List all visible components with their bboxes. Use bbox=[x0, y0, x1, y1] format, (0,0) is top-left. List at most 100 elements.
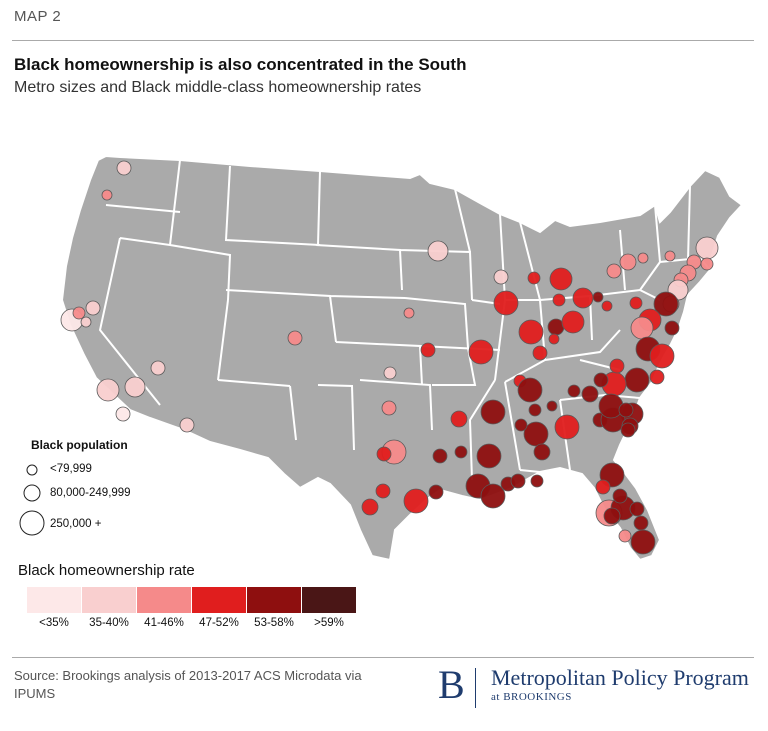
metro-dot bbox=[381, 400, 397, 416]
metro-dot bbox=[150, 360, 166, 376]
rate-swatch-label: 47-52% bbox=[199, 617, 239, 629]
metro-dot bbox=[552, 293, 566, 307]
metro-dot bbox=[403, 307, 415, 319]
metro-dot bbox=[546, 400, 558, 412]
size-circle-large bbox=[19, 510, 45, 536]
metro-dot bbox=[80, 316, 92, 328]
metro-dot bbox=[603, 507, 621, 525]
us-map bbox=[60, 154, 744, 562]
rate-swatch-label: >59% bbox=[314, 617, 344, 629]
source-note: Source: Brookings analysis of 2013-2017 … bbox=[14, 668, 362, 701]
size-circle-small bbox=[26, 464, 38, 476]
metro-dot bbox=[124, 376, 146, 398]
map-subtitle: Metro sizes and Black middle-class homeo… bbox=[14, 79, 422, 96]
metro-dot bbox=[664, 250, 676, 262]
size-legend-circles bbox=[19, 464, 45, 536]
metro-dot bbox=[403, 488, 429, 514]
metro-dot bbox=[547, 318, 565, 336]
metro-dot bbox=[649, 343, 675, 369]
metro-dot bbox=[618, 402, 634, 418]
metro-dot bbox=[116, 160, 132, 176]
rate-swatch-label: <35% bbox=[39, 617, 69, 629]
metro-dot bbox=[572, 287, 594, 309]
metro-dot bbox=[101, 189, 113, 201]
map-kicker: MAP 2 bbox=[14, 8, 62, 25]
metro-dot bbox=[561, 310, 585, 334]
metro-dot bbox=[514, 418, 528, 432]
metro-dot bbox=[592, 291, 604, 303]
size-circle-medium bbox=[23, 484, 41, 502]
rate-swatch-label: 41-46% bbox=[144, 617, 184, 629]
metro-dot bbox=[287, 330, 303, 346]
metro-dot bbox=[629, 296, 643, 310]
metro-dot bbox=[649, 369, 665, 385]
metro-dot bbox=[630, 529, 656, 555]
metro-dot bbox=[612, 488, 628, 504]
metro-dot bbox=[598, 393, 624, 419]
metro-dot bbox=[432, 448, 448, 464]
metro-dot bbox=[700, 257, 714, 271]
metro-dot bbox=[601, 300, 613, 312]
top-rule bbox=[12, 40, 754, 41]
rate-swatch-label: 35-40% bbox=[89, 617, 129, 629]
metro-dot bbox=[450, 410, 468, 428]
metro-dot bbox=[567, 384, 581, 398]
metro-dot bbox=[480, 483, 506, 509]
rate-swatch bbox=[192, 587, 246, 613]
bottom-rule bbox=[12, 657, 754, 658]
size-legend-title: Black population bbox=[31, 438, 128, 452]
logo-divider bbox=[475, 668, 476, 708]
metro-dot bbox=[606, 263, 622, 279]
metro-dot bbox=[179, 417, 195, 433]
metro-dot bbox=[96, 378, 120, 402]
metro-dot bbox=[619, 253, 637, 271]
metro-dot bbox=[476, 443, 502, 469]
metro-dot bbox=[595, 479, 611, 495]
metro-dot bbox=[533, 443, 551, 461]
metro-dot bbox=[454, 445, 468, 459]
rate-swatch-label: 53-58% bbox=[254, 617, 294, 629]
metro-dot bbox=[493, 269, 509, 285]
metro-dot bbox=[629, 501, 645, 517]
metro-dot bbox=[554, 414, 580, 440]
metro-dot bbox=[518, 319, 544, 345]
metro-dot bbox=[528, 403, 542, 417]
metro-dot bbox=[609, 358, 625, 374]
metro-dot bbox=[624, 367, 650, 393]
metro-dot bbox=[532, 345, 548, 361]
metro-dot bbox=[375, 483, 391, 499]
size-label-medium: 80,000-249,999 bbox=[50, 487, 131, 499]
metro-dot bbox=[620, 422, 636, 438]
metro-dot bbox=[633, 515, 649, 531]
rate-swatch bbox=[82, 587, 136, 613]
metro-dot bbox=[376, 446, 392, 462]
metro-dot bbox=[593, 372, 609, 388]
metro-dot bbox=[523, 421, 549, 447]
rate-legend-title: Black homeownership rate bbox=[18, 562, 195, 579]
metro-dot bbox=[72, 306, 86, 320]
metro-dot bbox=[427, 240, 449, 262]
logo-program-name: Metropolitan Policy Program bbox=[491, 665, 749, 690]
map-title: Black homeownership is also concentrated… bbox=[14, 55, 467, 74]
rate-swatch bbox=[27, 587, 81, 613]
metro-dot bbox=[549, 267, 573, 291]
metro-dot bbox=[695, 236, 719, 260]
metro-dot bbox=[383, 366, 397, 380]
logo-subtitle: at BROOKINGS bbox=[491, 691, 572, 703]
rate-swatch bbox=[137, 587, 191, 613]
metro-dot bbox=[420, 342, 436, 358]
metro-dot bbox=[428, 484, 444, 500]
metro-dot bbox=[480, 399, 506, 425]
metro-dot bbox=[548, 333, 560, 345]
metro-dot bbox=[85, 300, 101, 316]
rate-swatch bbox=[302, 587, 356, 613]
metro-dot bbox=[530, 474, 544, 488]
metro-dot bbox=[517, 377, 543, 403]
metro-dot bbox=[115, 406, 131, 422]
size-label-large: 250,000 + bbox=[50, 518, 102, 530]
metro-dot bbox=[630, 316, 654, 340]
metro-dot bbox=[361, 498, 379, 516]
metro-dot bbox=[493, 290, 519, 316]
metro-dot bbox=[618, 529, 632, 543]
metro-dot bbox=[653, 291, 679, 317]
